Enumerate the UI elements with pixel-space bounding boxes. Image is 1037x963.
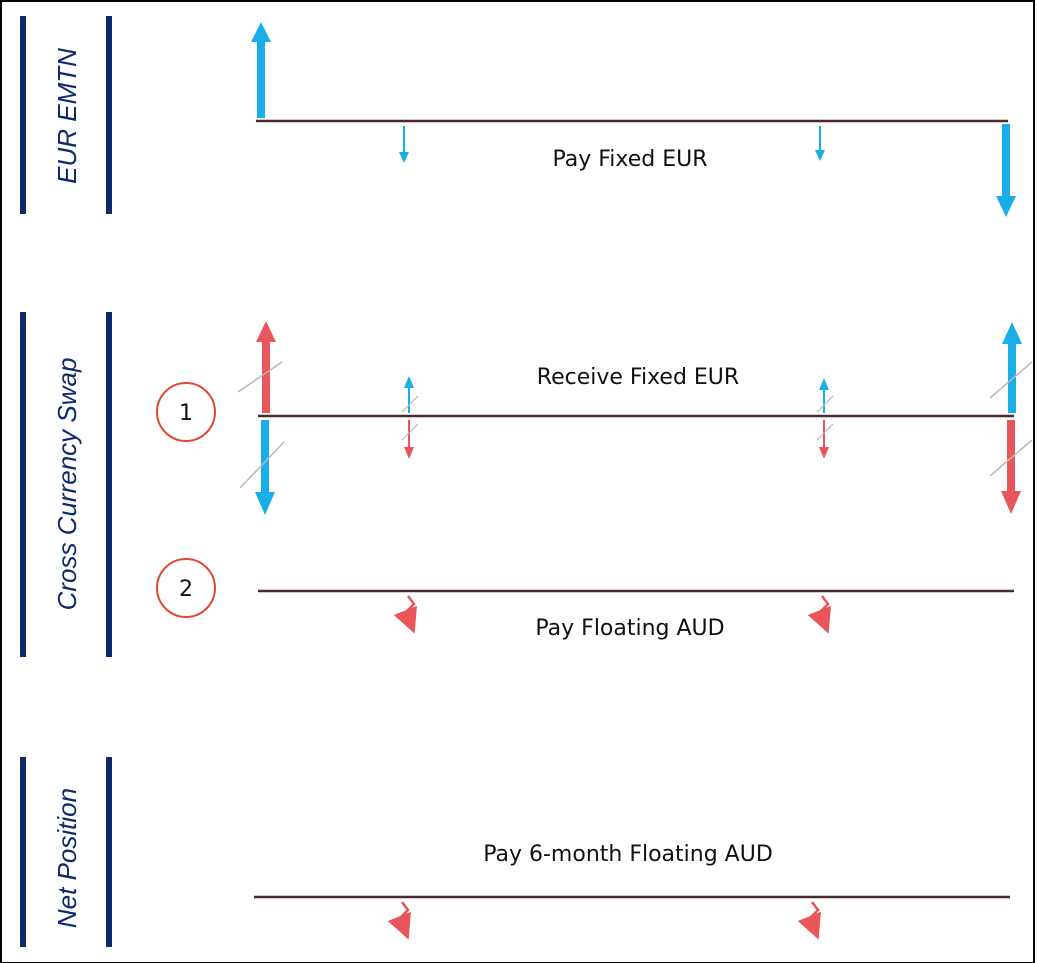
down-arrow-icon (399, 126, 409, 163)
section-eur-emtn: EUR EMTN Pay Fixed EUR (20, 16, 1016, 217)
down-arrow-icon (996, 124, 1016, 217)
squiggle-arrow-icon (393, 595, 417, 634)
section-title-net-position: Net Position (52, 788, 82, 928)
section-bar-left (20, 757, 26, 947)
hatch-mark-icon (816, 395, 834, 413)
step-circle (156, 382, 216, 442)
section-bar-right (106, 757, 112, 947)
section-bar-left (20, 16, 26, 214)
section-bar-right (106, 312, 112, 657)
up-arrow-icon (404, 376, 414, 413)
up-arrow-icon (256, 321, 276, 413)
squiggle-arrow-icon (807, 595, 831, 634)
section-cross-currency-swap: Cross Currency Swap 1 (20, 312, 1033, 657)
section-title-eur-emtn: EUR EMTN (52, 48, 82, 184)
down-arrow-icon (815, 126, 825, 161)
hatch-mark-icon (237, 361, 283, 393)
down-arrow-icon (404, 420, 414, 459)
up-arrow-icon (819, 378, 829, 413)
hatch-mark-icon (239, 441, 285, 489)
hatch-mark-icon (989, 361, 1033, 399)
down-arrow-icon (819, 420, 829, 459)
swap-leg-1: 1 (156, 321, 1033, 515)
squiggle-arrow-icon (797, 901, 821, 940)
step-number-2: 2 (179, 577, 193, 602)
hatch-mark-icon (401, 423, 419, 441)
up-arrow-icon (251, 22, 271, 118)
down-arrow-icon (1001, 420, 1021, 514)
swap-leg-2: 2 Pay Floating AUD (156, 558, 1014, 641)
section-bar-right (106, 16, 112, 214)
flow-label-pay-fixed-eur: Pay Fixed EUR (552, 147, 707, 172)
section-bar-left (20, 312, 26, 657)
flow-label-pay-floating-aud: Pay Floating AUD (535, 616, 724, 641)
hatch-mark-icon (401, 395, 419, 413)
step-number-1: 1 (179, 401, 193, 426)
flow-label-receive-fixed-eur: Receive Fixed EUR (537, 365, 739, 390)
section-title-cross-currency-swap: Cross Currency Swap (52, 358, 82, 611)
step-circle (156, 558, 216, 618)
down-arrow-icon (255, 420, 275, 515)
squiggle-arrow-icon (387, 901, 411, 940)
hatch-mark-icon (989, 439, 1033, 477)
hatch-mark-icon (816, 423, 834, 441)
section-net-position: Net Position Pay 6-month Floating AUD (20, 757, 1010, 947)
flow-label-pay-6-month-floating-aud: Pay 6-month Floating AUD (483, 842, 773, 867)
up-arrow-icon (1002, 322, 1022, 413)
